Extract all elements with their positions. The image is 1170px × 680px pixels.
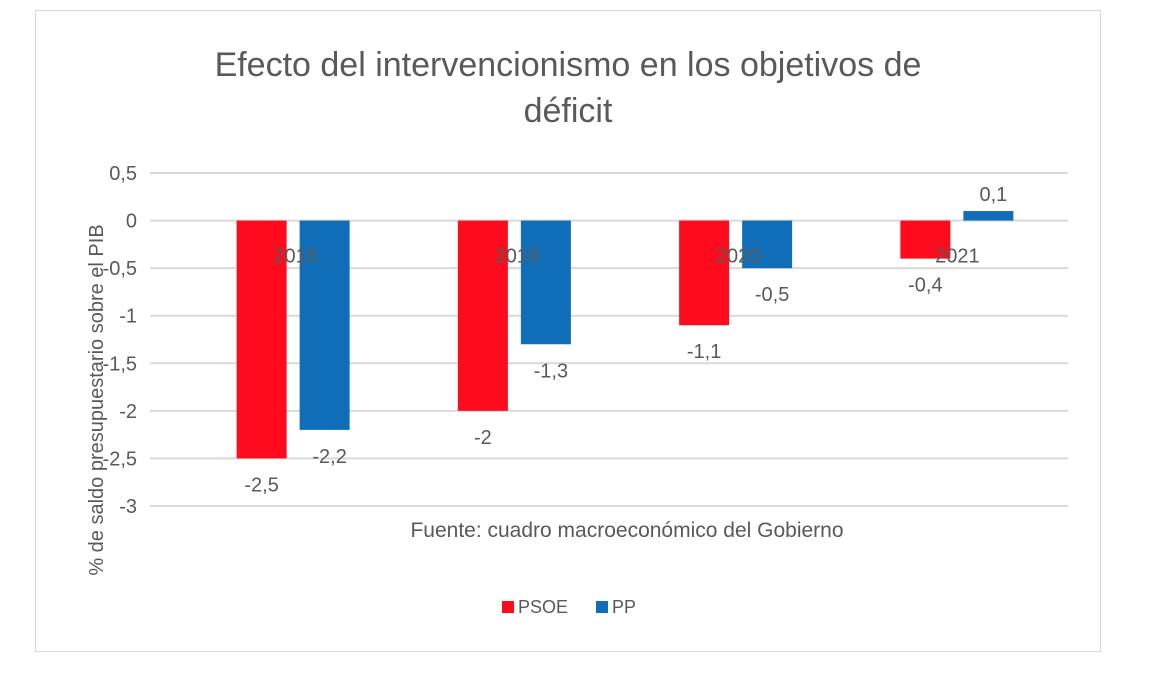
bar-pp-2019	[520, 220, 571, 345]
legend: PSOE PP	[502, 597, 636, 617]
data-label: 0,1	[979, 184, 1007, 206]
data-label: -1,3	[534, 360, 568, 382]
legend-swatch-psoe	[502, 601, 514, 613]
y-tick-label: -1,5	[103, 353, 137, 375]
bar-psoe-2021	[900, 220, 951, 259]
chart-frame	[35, 10, 1101, 652]
bar-pp-2021	[963, 211, 1014, 221]
data-label: -1,1	[687, 341, 721, 363]
y-tick-label: -2	[119, 401, 137, 423]
data-label: -2,2	[312, 446, 346, 468]
x-tick-label: 2021	[935, 246, 980, 268]
legend-swatch-pp	[596, 601, 608, 613]
x-tick-label: 2020	[716, 246, 761, 268]
data-label: -2,5	[244, 474, 278, 496]
bar-psoe-2020	[679, 220, 730, 326]
y-tick-label: 0,5	[109, 163, 137, 185]
data-label: -2	[474, 427, 492, 449]
y-tick-label: -1	[119, 306, 137, 328]
legend-label-psoe: PSOE	[518, 597, 568, 617]
legend-label-pp: PP	[612, 597, 636, 617]
x-tick-label: 2018	[273, 246, 318, 268]
y-tick-label: -2,5	[103, 448, 137, 470]
data-label: -0,4	[908, 275, 942, 297]
y-tick-label: 0	[126, 211, 137, 233]
y-tick-label: -3	[119, 496, 137, 518]
bar-psoe-2019	[457, 220, 508, 411]
y-axis-label: % de saldo presupuestario sobre el PIB	[86, 224, 108, 575]
bar-pp-2020	[742, 220, 793, 269]
bar-psoe-2018	[236, 220, 287, 459]
chart-title-line-1: Efecto del intervencionismo en los objet…	[215, 46, 922, 84]
x-axis-label: Fuente: cuadro macroeconómico del Gobier…	[410, 519, 843, 542]
y-tick-label: -0,5	[103, 258, 137, 280]
chart-title-line-2: déficit	[524, 92, 613, 130]
bar-pp-2018	[299, 220, 350, 430]
data-label: -0,5	[755, 284, 789, 306]
x-tick-label: 2019	[495, 246, 540, 268]
